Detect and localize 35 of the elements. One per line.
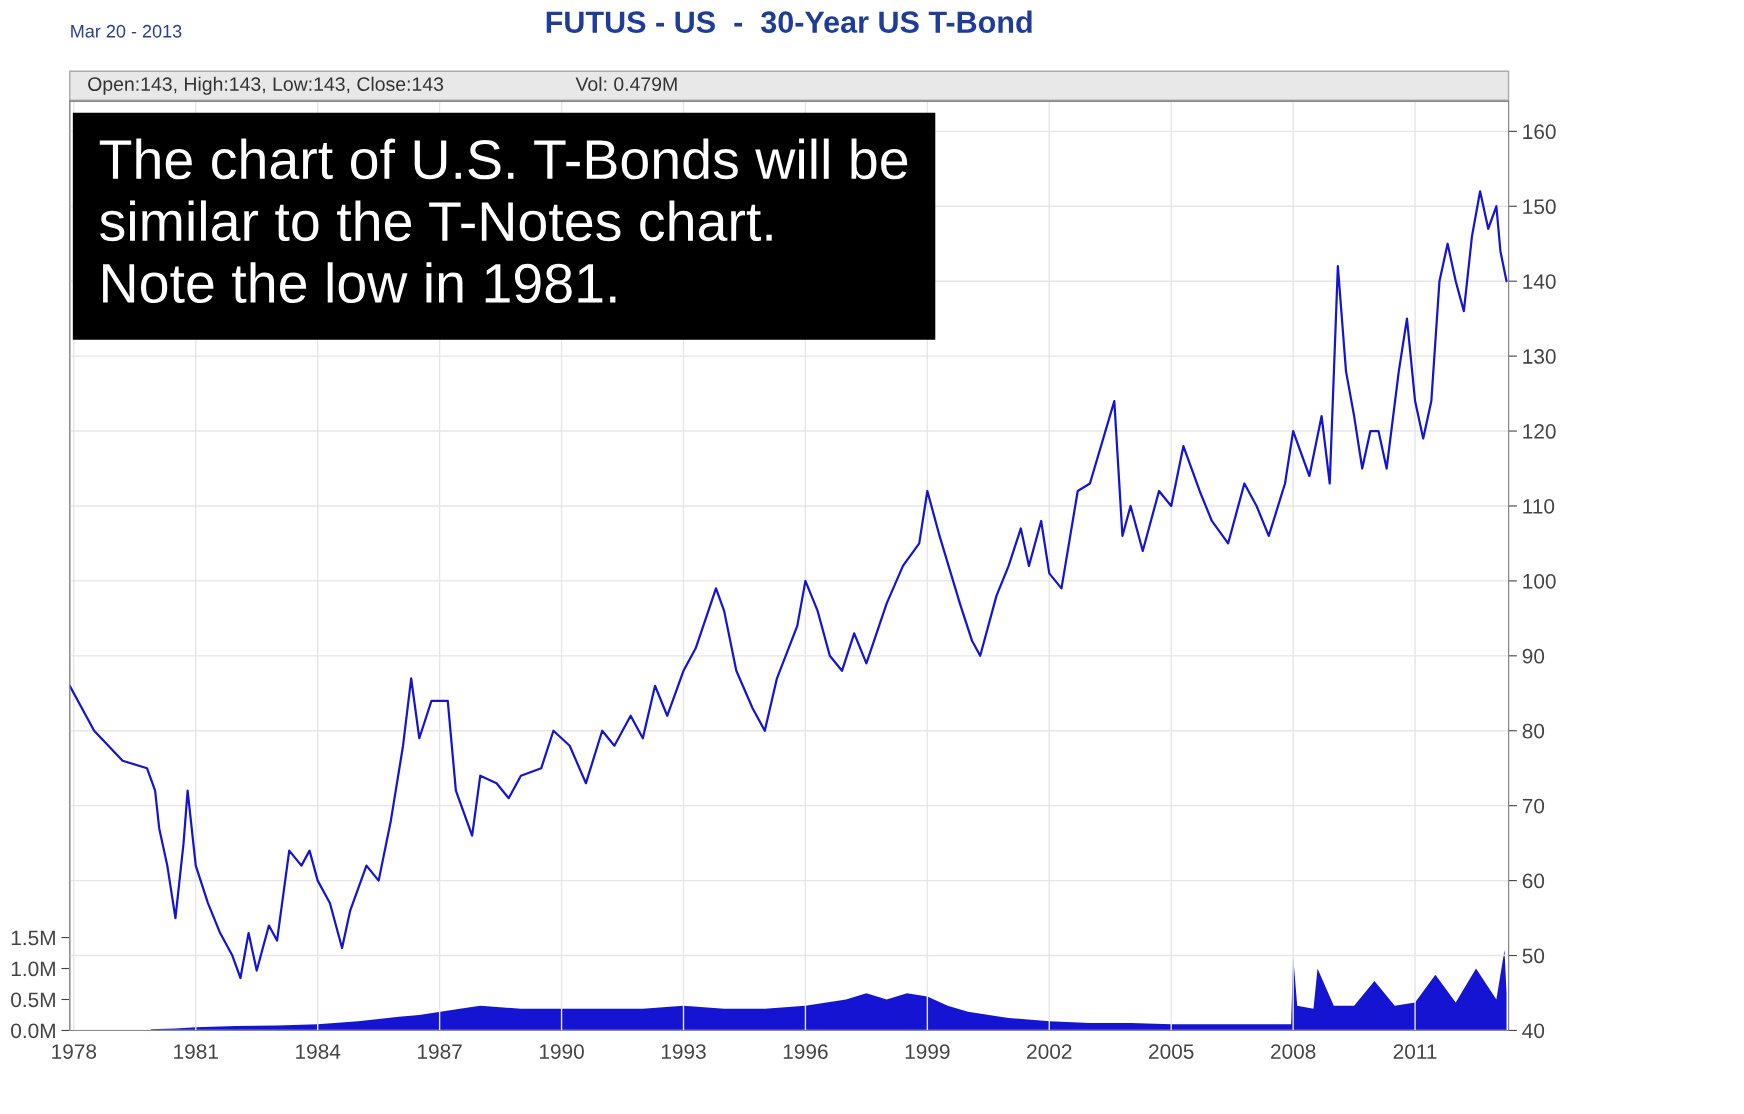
x-tick-label: 1984 <box>296 1044 341 1059</box>
line-series <box>69 190 1508 980</box>
x-tick-label: 1993 <box>661 1044 706 1059</box>
chart-title: FUTUS - US - 30-Year US T-Bond <box>546 10 1032 33</box>
y-tick-label: 140 <box>1523 274 1556 289</box>
x-tick-label: 1996 <box>783 1044 828 1059</box>
annotation: The chart of U.S. T-Bonds will be similar to the T-Notes chart. Note the low in 1981. <box>99 138 908 304</box>
y-tick-label: 130 <box>1523 349 1556 364</box>
y-tick-label: 60 <box>1522 873 1545 889</box>
y-tick-label: 110 <box>1523 498 1555 514</box>
text: Mar 20 - 2013 <box>71 24 182 38</box>
y-tick-label: 40 <box>1522 1023 1545 1039</box>
y-tick-label: 160 <box>1523 124 1556 140</box>
x-tick-label: 1990 <box>539 1044 584 1059</box>
x-tick-label: 1987 <box>418 1044 462 1059</box>
y-tick-label: 150 <box>1523 199 1556 215</box>
x-tick-label: 1999 <box>905 1044 950 1059</box>
text: Open:143, High:143, Low:143, Close:143 <box>88 76 444 95</box>
y-tick-label: 80 <box>1522 723 1545 739</box>
y-tick-label: 100 <box>1523 573 1556 589</box>
y-tick-label: 50 <box>1522 948 1545 964</box>
text: Vol: 0.479M <box>575 76 677 91</box>
y2-tick-label: 1.0M <box>11 961 55 977</box>
y2-tick-label: 1.5M <box>11 930 55 946</box>
y2-tick-label: 0.5M <box>11 992 55 1008</box>
x-tick-label: 2008 <box>1271 1044 1316 1059</box>
x-tick-label: 2002 <box>1027 1044 1072 1059</box>
y-tick-label: 70 <box>1522 798 1545 814</box>
x-tick-label: 1978 <box>52 1044 97 1059</box>
x-tick-label: 1981 <box>174 1044 218 1059</box>
y2-tick-label: 0.0M <box>11 1023 55 1039</box>
x-tick-label: 2011 <box>1393 1044 1437 1059</box>
y-tick-label: 120 <box>1523 424 1556 439</box>
y-tick-label: 90 <box>1522 648 1545 664</box>
x-tick-label: 2005 <box>1149 1044 1194 1059</box>
